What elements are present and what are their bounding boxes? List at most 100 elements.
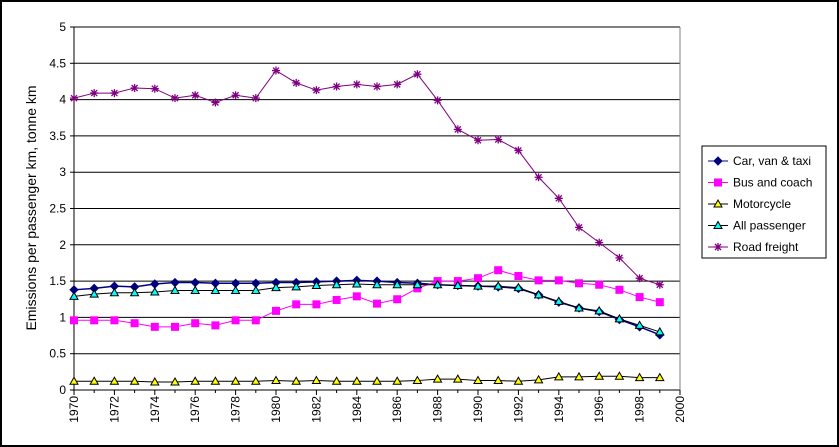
data-point bbox=[331, 376, 342, 385]
data-point bbox=[331, 279, 342, 289]
data-point bbox=[393, 295, 402, 304]
x-tick-label: 1994 bbox=[552, 396, 566, 423]
data-point bbox=[493, 375, 504, 385]
series-line-4 bbox=[73, 69, 660, 286]
data-point bbox=[574, 371, 584, 381]
data-point bbox=[594, 305, 605, 315]
data-point bbox=[553, 371, 564, 381]
legend-label: Motorcycle bbox=[733, 197, 791, 211]
legend bbox=[701, 145, 827, 259]
data-point bbox=[230, 376, 241, 385]
data-point bbox=[635, 274, 644, 283]
data-point bbox=[432, 279, 443, 289]
data-point bbox=[373, 82, 381, 91]
x-tick-label: 1986 bbox=[390, 396, 404, 423]
data-point bbox=[191, 91, 200, 100]
data-point bbox=[150, 322, 159, 331]
data-point bbox=[70, 94, 78, 103]
y-tick-label: 0.5 bbox=[49, 347, 66, 361]
data-point bbox=[190, 277, 200, 288]
data-point bbox=[372, 279, 382, 289]
data-point bbox=[351, 376, 362, 385]
data-point bbox=[453, 125, 462, 134]
data-point bbox=[312, 86, 321, 95]
data-point bbox=[392, 376, 403, 385]
data-point bbox=[231, 316, 240, 325]
data-point bbox=[312, 300, 321, 309]
data-point bbox=[250, 376, 261, 385]
y-tick-label: 1.5 bbox=[49, 274, 66, 288]
data-point bbox=[494, 266, 503, 275]
data-point bbox=[130, 319, 139, 328]
x-tick-label: 1978 bbox=[229, 396, 243, 423]
data-point bbox=[210, 376, 221, 385]
y-tick-label: 2 bbox=[59, 238, 66, 252]
data-point bbox=[554, 194, 563, 203]
data-point bbox=[575, 279, 583, 288]
data-point bbox=[150, 84, 159, 93]
data-point bbox=[251, 316, 260, 325]
x-tick-label: 2000 bbox=[673, 396, 687, 423]
data-point bbox=[171, 94, 179, 103]
series-line-3 bbox=[73, 283, 660, 333]
data-point bbox=[534, 173, 543, 182]
x-tick-label: 1972 bbox=[107, 396, 121, 423]
data-point bbox=[69, 376, 79, 385]
data-point bbox=[251, 94, 260, 103]
data-point bbox=[614, 313, 625, 323]
x-tick-label: 1980 bbox=[269, 396, 283, 423]
data-point bbox=[513, 282, 524, 292]
data-point bbox=[514, 146, 523, 155]
data-point bbox=[291, 281, 302, 291]
data-point bbox=[615, 253, 624, 262]
y-tick-label: 3 bbox=[59, 165, 66, 179]
data-point bbox=[494, 135, 503, 144]
legend-label: Bus and coach bbox=[733, 176, 812, 190]
data-point bbox=[129, 376, 140, 385]
data-point bbox=[352, 80, 361, 89]
data-point bbox=[170, 377, 180, 386]
data-point bbox=[292, 78, 301, 87]
data-point bbox=[332, 295, 341, 304]
data-point bbox=[90, 89, 99, 98]
data-point bbox=[473, 281, 483, 290]
data-point bbox=[272, 66, 280, 75]
legend-marker bbox=[713, 198, 723, 208]
x-tick-label: 1970 bbox=[67, 396, 81, 423]
data-point bbox=[171, 322, 179, 331]
data-point bbox=[595, 280, 604, 289]
x-tick-label: 1988 bbox=[431, 396, 445, 423]
data-point bbox=[412, 375, 423, 385]
y-axis-label: Emissions per passenger km, tonne km bbox=[23, 85, 39, 330]
data-point bbox=[149, 377, 160, 386]
data-point bbox=[534, 276, 543, 285]
x-tick-label: 1990 bbox=[471, 396, 485, 423]
data-point bbox=[373, 299, 381, 308]
data-point bbox=[170, 285, 180, 295]
data-point bbox=[352, 292, 361, 301]
data-point bbox=[533, 289, 544, 299]
data-point bbox=[575, 223, 583, 232]
data-point bbox=[514, 272, 523, 281]
x-tick-label: 1984 bbox=[350, 396, 364, 423]
data-point bbox=[109, 376, 120, 385]
x-tick-label: 1998 bbox=[633, 396, 647, 423]
data-point bbox=[393, 80, 402, 89]
data-point bbox=[594, 371, 605, 380]
y-tick-label: 5 bbox=[59, 20, 66, 34]
data-point bbox=[474, 136, 482, 145]
data-point bbox=[190, 285, 201, 295]
data-point bbox=[191, 319, 200, 328]
legend-label: All passenger bbox=[733, 219, 806, 233]
data-point bbox=[614, 371, 625, 380]
data-point bbox=[513, 376, 524, 385]
data-point bbox=[655, 280, 664, 289]
data-point bbox=[272, 306, 280, 315]
data-point bbox=[90, 316, 99, 325]
data-point bbox=[595, 238, 604, 247]
series-line-2 bbox=[74, 375, 660, 383]
data-point bbox=[291, 376, 302, 385]
x-tick-label: 1974 bbox=[148, 396, 162, 423]
